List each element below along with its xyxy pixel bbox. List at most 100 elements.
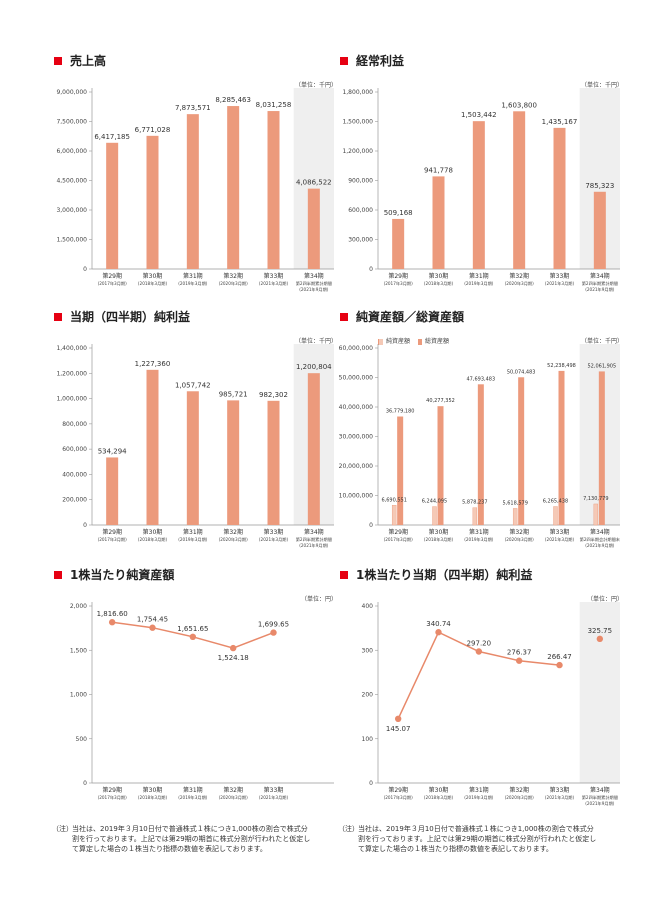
- x-tick-sublabel: (2018年3月期): [138, 280, 168, 287]
- data-label: 509,168: [384, 209, 413, 217]
- chart-title-text: 1株当たり純資産額: [70, 568, 175, 582]
- x-tick-label: 第34期: [304, 528, 324, 536]
- y-tick-label: 1,000: [70, 692, 87, 699]
- unit-label: （単位：円）: [300, 596, 337, 603]
- assets-chart-panel: 純資産額／総資産額 純資産額 総資産額 （単位：千円） 0 10,000,000 2…: [338, 308, 623, 549]
- data-label: 1,699.65: [258, 621, 289, 629]
- y-tick-label: 1,200,000: [342, 148, 373, 155]
- bar-total-assets: [518, 377, 525, 525]
- data-label: 941,778: [424, 166, 453, 174]
- bar-net-assets: [553, 506, 558, 526]
- eps-chart-panel: 1株当たり当期（四半期）純利益 （単位：円） 0 100 200 300 400 第29期…: [338, 566, 623, 807]
- data-label: 8,285,463: [215, 96, 251, 104]
- x-tick-label: 第31期: [469, 786, 489, 794]
- x-tick-sublabel: (2018年3月期): [138, 536, 168, 543]
- y-tick-label: 900,000: [348, 178, 373, 185]
- x-tick-label: 第32期: [509, 272, 529, 280]
- chart-title-text: 1株当たり当期（四半期）純利益: [356, 568, 533, 582]
- y-tick-label: 30,000,000: [339, 434, 374, 441]
- x-tick-label: 第34期: [304, 272, 324, 280]
- x-tick-label: 第30期: [143, 272, 163, 280]
- y-tick-label: 1,500,000: [342, 119, 373, 126]
- legend-swatch: [418, 338, 423, 345]
- y-tick-label: 6,000,000: [56, 148, 87, 155]
- shaded-period-band: [579, 602, 620, 783]
- x-tick-label: 第31期: [469, 528, 489, 536]
- y-tick-label: 600,000: [348, 207, 373, 214]
- x-tick-sublabel: (2017年3月期): [98, 536, 128, 543]
- x-tick-sublabel: 第2四半期累計期間: [296, 536, 332, 543]
- footnote-label: （注）: [338, 825, 359, 833]
- x-tick-sublabel: (2019年3月期): [178, 794, 208, 801]
- footnote-right: （注） 当社は、2019年３月10日付で普通株式１株につき1,000株の割合で株…: [338, 824, 608, 869]
- data-point: [189, 633, 197, 641]
- x-tick-sublabel: (2021年3月期): [259, 536, 289, 543]
- bar: [106, 142, 119, 269]
- chart-title-text: 売上高: [70, 54, 107, 68]
- legend: 純資産額 総資産額: [378, 336, 449, 345]
- x-tick-sublabel: (2020年3月期): [219, 280, 249, 287]
- unit-label: （単位：千円）: [580, 82, 623, 89]
- data-label: 52,238,498: [547, 363, 576, 369]
- y-tick-label: 300,000: [348, 237, 373, 244]
- bar: [472, 121, 485, 270]
- data-point: [475, 648, 483, 655]
- bar: [392, 218, 405, 269]
- bar: [186, 114, 199, 269]
- data-point: [394, 715, 402, 723]
- y-tick-label: 0: [369, 522, 373, 529]
- x-tick-label: 第30期: [143, 786, 163, 794]
- data-label: 36,779,180: [386, 409, 415, 415]
- x-tick-sublabel: (2018年3月期): [424, 280, 454, 287]
- chart-title-text: 当期（四半期）純利益: [70, 310, 191, 324]
- x-tick-label: 第31期: [183, 786, 203, 794]
- title-marker-icon: [340, 56, 348, 65]
- footnote-text: 当社は、2019年３月10日付で普通株式１株につき1,000株の割合で株式分割を…: [72, 825, 311, 853]
- x-tick-label: 第32期: [223, 786, 243, 794]
- data-label: 1,524.18: [218, 654, 249, 662]
- x-tick-sublabel: (2018年3月期): [138, 794, 168, 801]
- data-label: 1,057,742: [175, 381, 211, 389]
- y-tick-label: 1,000,000: [56, 396, 87, 403]
- y-tick-label: 200,000: [62, 497, 87, 504]
- data-label: 266.47: [547, 653, 572, 661]
- x-tick-label: 第30期: [429, 786, 449, 794]
- data-point: [556, 661, 563, 669]
- x-tick-sublabel: (2018年3月期): [424, 794, 454, 801]
- x-tick-label: 第33期: [264, 272, 284, 280]
- x-tick-sublabel: (2020年3月期): [505, 280, 535, 287]
- data-point: [270, 629, 277, 636]
- data-label: 534,294: [98, 447, 127, 455]
- chart-title: 1株当たり純資産額: [54, 566, 174, 583]
- bar: [186, 391, 199, 525]
- bar: [267, 111, 280, 269]
- y-tick-label: 0: [83, 266, 87, 273]
- x-tick-sublabel: (2021年3月期): [545, 794, 575, 801]
- data-label: 6,690,551: [381, 497, 406, 503]
- chart-title: 当期（四半期）純利益: [54, 308, 190, 325]
- x-tick-sublabel: (2021年9月期): [585, 286, 615, 293]
- bps-line-chart: 05001,0001,5002,000第29期(2017年3月期)第30期(20…: [70, 602, 334, 801]
- footnote-label: （注）: [52, 825, 73, 833]
- bar: [106, 457, 119, 525]
- x-tick-label: 第33期: [550, 786, 570, 794]
- chart-title: 1株当たり当期（四半期）純利益: [340, 566, 532, 583]
- y-tick-label: 400: [362, 603, 374, 610]
- bar: [227, 106, 240, 269]
- x-tick-sublabel: (2020年3月期): [219, 536, 249, 543]
- unit-label: （単位：円）: [586, 596, 623, 603]
- unit-label: （単位：千円）: [294, 82, 337, 89]
- data-label: 145.07: [386, 725, 411, 733]
- bar-net-assets: [593, 503, 599, 526]
- bar: [146, 369, 159, 525]
- x-tick-label: 第33期: [550, 528, 570, 536]
- data-point: [596, 635, 604, 643]
- y-tick-label: 1,500: [70, 647, 87, 654]
- x-tick-sublabel: (2020年3月期): [505, 536, 535, 543]
- x-tick-label: 第34期: [590, 528, 610, 536]
- bar-net-assets: [512, 508, 518, 526]
- y-tick-label: 2,000: [70, 603, 87, 610]
- legend-label: 総資産額: [425, 338, 450, 345]
- x-tick-sublabel: (2021年9月期): [585, 800, 615, 807]
- x-tick-label: 第32期: [509, 786, 529, 794]
